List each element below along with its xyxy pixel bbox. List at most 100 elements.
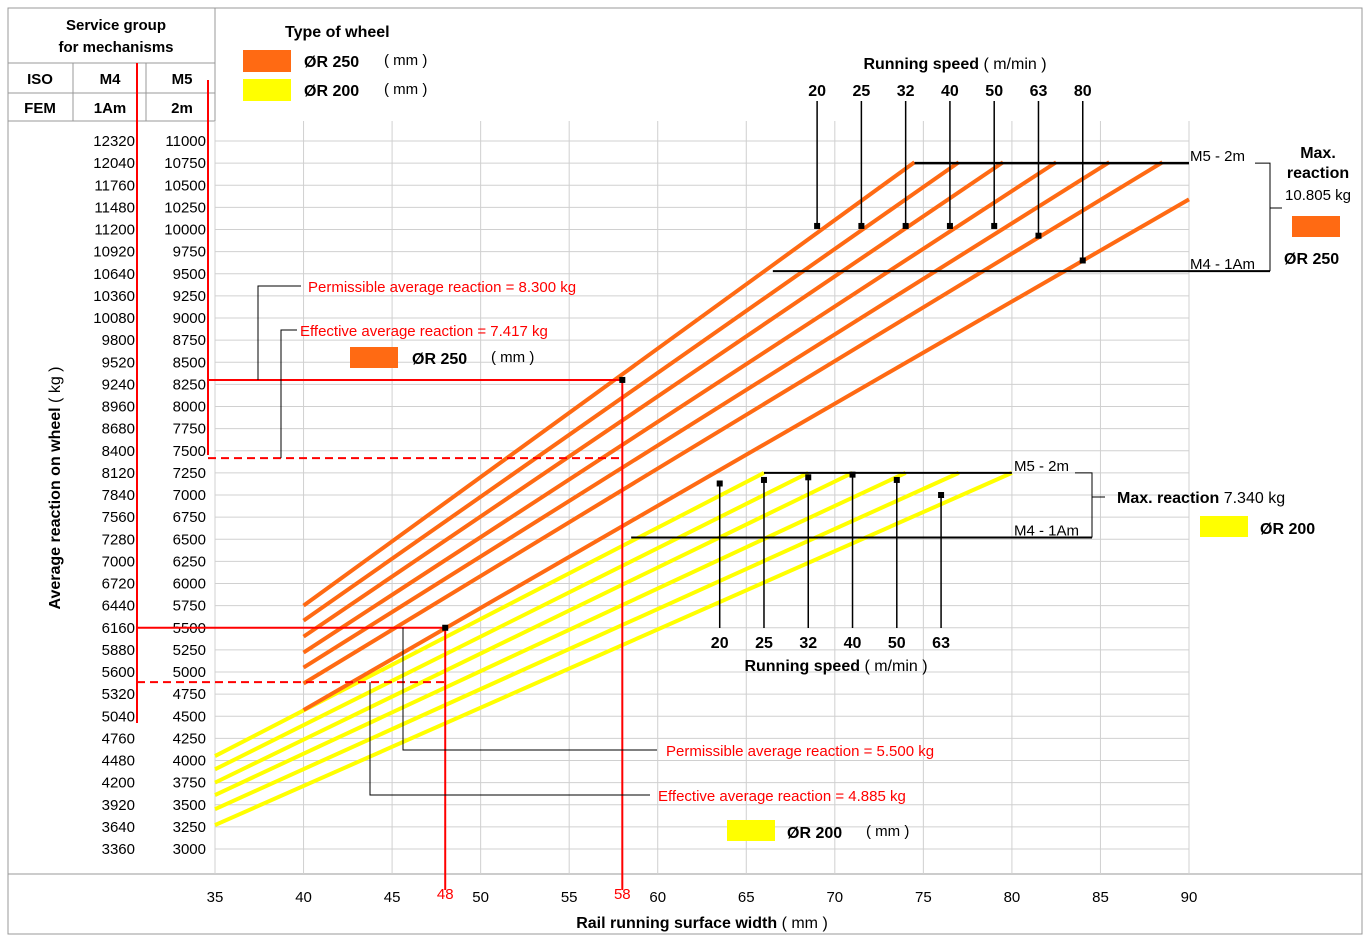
y-tick-m5: 9250 xyxy=(173,288,206,305)
speed-label-250-32: 32 xyxy=(897,83,915,100)
inline-swatch-250 xyxy=(350,347,398,368)
annotations-layer: Permissible average reaction = 8.300 kg E… xyxy=(136,56,1351,890)
legend-swatch-250 xyxy=(243,50,291,72)
y-tick-m5: 7500 xyxy=(173,443,206,460)
inline-label-200: ØR 200 xyxy=(787,825,842,842)
x-tick: 40 xyxy=(295,889,312,906)
x-tick: 45 xyxy=(384,889,401,906)
series-line-r250-speed-80 xyxy=(302,197,1190,712)
pointer-permissible-200 xyxy=(402,627,657,751)
legend-label-200: ØR 200 xyxy=(304,83,359,100)
max-reaction-200-wheel: ØR 200 xyxy=(1260,521,1315,538)
speed-marker-200 xyxy=(938,492,945,498)
y-tick-m4: 3640 xyxy=(102,819,135,836)
y-tick-m5: 6250 xyxy=(173,553,206,570)
inline-swatch-200 xyxy=(727,820,775,841)
max-reaction-200-swatch xyxy=(1200,516,1248,537)
running-speed-title-200: Running speed ( m/min ) xyxy=(744,658,927,675)
max-reaction-250-line1: Max. xyxy=(1300,145,1336,162)
y-tick-m5: 8250 xyxy=(173,376,206,393)
series-line-r200-speed-25 xyxy=(214,471,810,772)
legend-title: Type of wheel xyxy=(285,24,390,41)
y-tick-m5: 4250 xyxy=(173,730,206,747)
y-tick-m4: 5880 xyxy=(102,642,135,659)
series-line-r250-speed-20 xyxy=(302,160,916,608)
speed-marker-200 xyxy=(805,474,812,481)
y-tick-m4: 3920 xyxy=(102,797,135,814)
x-tick: 50 xyxy=(472,889,489,906)
y-tick-m4: 10920 xyxy=(93,244,135,261)
speed-marker-250 xyxy=(991,222,998,229)
y-tick-m4: 7280 xyxy=(102,531,135,548)
x-tick: 35 xyxy=(207,889,224,906)
y-tick-m4: 5040 xyxy=(102,708,135,725)
y-tick-m4: 8680 xyxy=(102,421,135,438)
y-tick-m5: 9000 xyxy=(173,310,206,327)
y-tick-m5: 3250 xyxy=(173,819,206,836)
pointer-effective-200 xyxy=(369,682,650,796)
speed-marker-200 xyxy=(716,480,723,487)
y-tick-m5: 8500 xyxy=(173,354,206,371)
y-tick-m5: 9500 xyxy=(173,266,206,283)
y-tick-m4: 8960 xyxy=(102,399,135,416)
annotation-permissible-250: Permissible average reaction = 8.300 kg xyxy=(308,279,576,296)
y-tick-m4: 8400 xyxy=(102,443,135,460)
max-reaction-250-value: 10.805 kg xyxy=(1285,187,1351,204)
speed-label-200-63: 63 xyxy=(932,635,950,652)
speed-label-250-25: 25 xyxy=(852,83,870,100)
x-tick: 90 xyxy=(1181,889,1198,906)
pointer-permissible-250 xyxy=(257,285,301,380)
band-200-m5-label: M5 - 2m xyxy=(1014,458,1069,475)
grid xyxy=(214,121,1190,874)
y-tick-m5: 5750 xyxy=(173,598,206,615)
fem-m4: 1Am xyxy=(94,100,127,117)
y-tick-m5: 7000 xyxy=(173,487,206,504)
x-axis-title: Rail running surface width ( mm ) xyxy=(576,915,828,932)
inline-unit-250: ( mm ) xyxy=(491,349,534,366)
y-tick-m5: 10000 xyxy=(164,222,206,239)
band-250-m5-label: M5 - 2m xyxy=(1190,148,1245,165)
speed-label-250-40: 40 xyxy=(941,83,959,100)
y-tick-m5: 10750 xyxy=(164,155,206,172)
legend-label-250: ØR 250 xyxy=(304,54,359,71)
y-axis-title: Average reaction on wheel ( kg ) xyxy=(47,366,64,609)
speed-label-250-20: 20 xyxy=(808,83,826,100)
fem-m5: 2m xyxy=(171,100,193,117)
y-tick-m4: 12320 xyxy=(93,133,135,150)
iso-label: ISO xyxy=(27,71,53,88)
y-tick-m4: 7560 xyxy=(102,509,135,526)
y-tick-m4: 10080 xyxy=(93,310,135,327)
speed-marker-250 xyxy=(946,222,953,229)
speed-label-250-63: 63 xyxy=(1030,83,1048,100)
legend-unit-250: ( mm ) xyxy=(384,52,427,69)
y-tick-m5: 10500 xyxy=(164,177,206,194)
series-r250 xyxy=(302,160,1190,712)
service-group-line1: Service group xyxy=(66,17,166,34)
y-tick-m5: 3500 xyxy=(173,797,206,814)
fem-label: FEM xyxy=(24,100,56,117)
iso-m5: M5 xyxy=(172,71,193,88)
inline-label-250: ØR 250 xyxy=(412,351,467,368)
series-line-r250-speed-40 xyxy=(302,160,1058,655)
y-tick-m5: 8750 xyxy=(173,332,206,349)
speed-marker-250 xyxy=(1079,257,1086,264)
y-tick-m5: 5250 xyxy=(173,642,206,659)
y-tick-m4: 9240 xyxy=(102,376,135,393)
x-tick: 55 xyxy=(561,889,578,906)
speed-label-200-20: 20 xyxy=(711,635,729,652)
annotation-effective-200: Effective average reaction = 4.885 kg xyxy=(658,788,906,805)
speed-label-200-32: 32 xyxy=(799,635,817,652)
speed-label-200-25: 25 xyxy=(755,635,773,652)
x-tick: 80 xyxy=(1004,889,1021,906)
y-tick-m5: 9750 xyxy=(173,244,206,261)
y-tick-m5: 6750 xyxy=(173,509,206,526)
x-tick: 70 xyxy=(826,889,843,906)
y-tick-m4: 6440 xyxy=(102,598,135,615)
speed-marker-200 xyxy=(849,471,856,478)
x-tick: 65 xyxy=(738,889,755,906)
y-tick-m4: 9800 xyxy=(102,332,135,349)
max-reaction-250-line2: reaction xyxy=(1287,165,1349,182)
max-reaction-200-label: Max. reaction 7.340 kg xyxy=(1117,490,1285,507)
y-tick-m4: 6160 xyxy=(102,620,135,637)
speed-marker-250 xyxy=(902,222,909,229)
